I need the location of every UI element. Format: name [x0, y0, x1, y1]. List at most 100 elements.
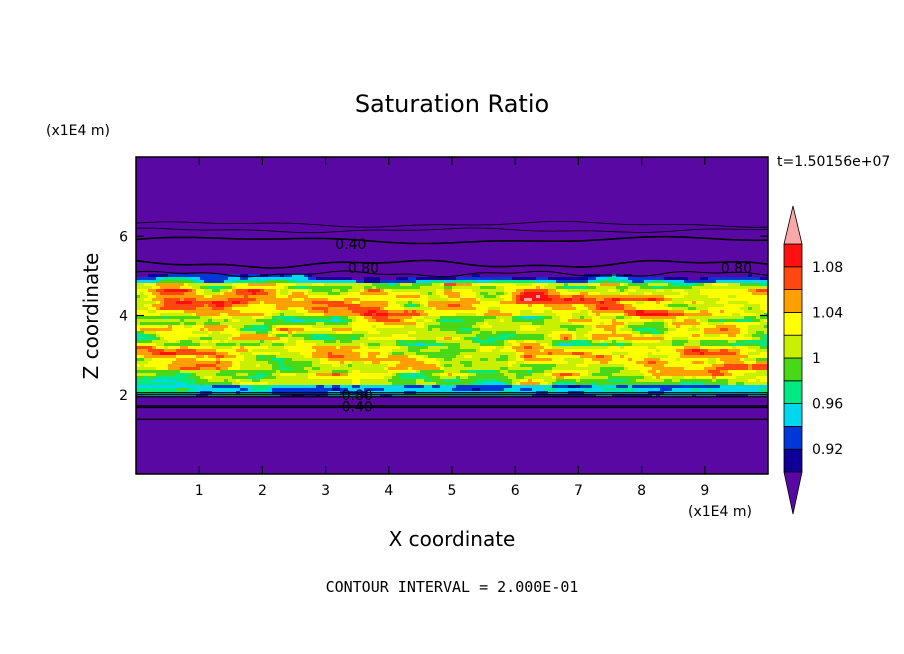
field-cell — [276, 292, 280, 295]
field-cell — [280, 310, 296, 313]
field-cell — [372, 361, 380, 364]
field-cell — [536, 295, 540, 298]
field-cell — [248, 277, 308, 280]
field-cell — [492, 331, 496, 334]
field-cell — [524, 352, 548, 355]
field-cell — [364, 361, 372, 364]
field-cell — [676, 349, 684, 352]
field-cell — [616, 289, 620, 292]
field-cell — [552, 310, 580, 313]
field-cell — [644, 358, 660, 361]
field-cell — [620, 298, 648, 301]
field-cell — [196, 388, 240, 391]
field-cell — [760, 346, 768, 349]
field-cell — [380, 307, 384, 310]
field-cell — [460, 376, 468, 379]
field-cell — [404, 340, 436, 343]
field-cell — [428, 301, 480, 304]
field-cell — [140, 292, 144, 295]
field-cell — [516, 289, 524, 292]
field-cell — [712, 313, 732, 316]
y-axis: 246 — [119, 229, 768, 404]
field-cell — [628, 325, 664, 328]
field-cell — [644, 292, 652, 295]
field-cell — [652, 367, 684, 370]
field-cell — [436, 340, 472, 343]
field-cell — [520, 343, 540, 346]
field-cell — [292, 358, 320, 361]
field-cell — [636, 307, 672, 310]
field-cell — [204, 328, 208, 331]
x-axis-label: X coordinate — [389, 527, 516, 551]
field-cell — [684, 289, 700, 292]
field-cell — [496, 316, 512, 319]
field-cell — [364, 286, 372, 289]
field-cell — [472, 340, 476, 343]
field-cell — [236, 328, 240, 331]
field-cell — [748, 325, 764, 328]
field-cell — [360, 304, 388, 307]
field-cell — [596, 313, 600, 316]
field-cell — [204, 376, 212, 379]
field-cell — [212, 337, 228, 340]
field-cell — [692, 394, 696, 397]
field-cell — [312, 346, 336, 349]
field-cell — [288, 331, 292, 334]
field-cell — [376, 319, 400, 322]
field-cell — [480, 286, 496, 289]
field-cell — [672, 289, 684, 292]
field-cell — [208, 340, 212, 343]
field-cell — [532, 283, 548, 286]
field-cell — [464, 364, 472, 367]
field-cell — [592, 319, 612, 322]
field-cell — [756, 289, 768, 292]
field-cell — [160, 286, 180, 289]
field-cell — [352, 370, 360, 373]
field-cell — [524, 358, 552, 361]
field-cell — [664, 277, 688, 280]
field-cell — [360, 337, 368, 340]
field-cell — [248, 304, 276, 307]
field-cell — [444, 364, 452, 367]
field-cell — [508, 340, 516, 343]
field-cell — [180, 298, 184, 301]
field-cell — [540, 349, 544, 352]
field-cell — [412, 301, 420, 304]
field-cell — [552, 331, 576, 334]
field-cell — [508, 376, 516, 379]
field-cell — [532, 373, 544, 376]
field-cell — [516, 334, 544, 337]
field-cell — [460, 343, 480, 346]
field-cell — [204, 280, 224, 283]
field-cell — [708, 322, 724, 325]
field-cell — [352, 349, 392, 352]
field-cell — [360, 313, 364, 316]
field-cell — [380, 280, 416, 283]
field-cell — [312, 325, 352, 328]
field-cell — [456, 376, 460, 379]
field-cell — [604, 328, 616, 331]
field-cell — [248, 349, 252, 352]
field-cell — [680, 355, 748, 358]
field-cell — [452, 388, 472, 391]
field-cell — [452, 289, 472, 292]
field-cell — [624, 307, 636, 310]
field-cell — [312, 352, 328, 355]
field-cell — [576, 379, 580, 382]
field-cell — [560, 295, 572, 298]
field-cell — [212, 346, 232, 349]
field-cell — [572, 340, 588, 343]
field-cell — [376, 355, 388, 358]
field-cell — [232, 382, 240, 385]
field-cell — [424, 361, 440, 364]
field-cell — [308, 274, 312, 277]
field-cell — [252, 316, 264, 319]
field-cell — [444, 358, 452, 361]
field-cell — [456, 283, 472, 286]
field-cell — [360, 370, 388, 373]
field-cell — [560, 343, 572, 346]
field-cell — [288, 292, 292, 295]
field-cell — [268, 373, 272, 376]
field-cell — [424, 304, 428, 307]
field-cell — [504, 319, 512, 322]
